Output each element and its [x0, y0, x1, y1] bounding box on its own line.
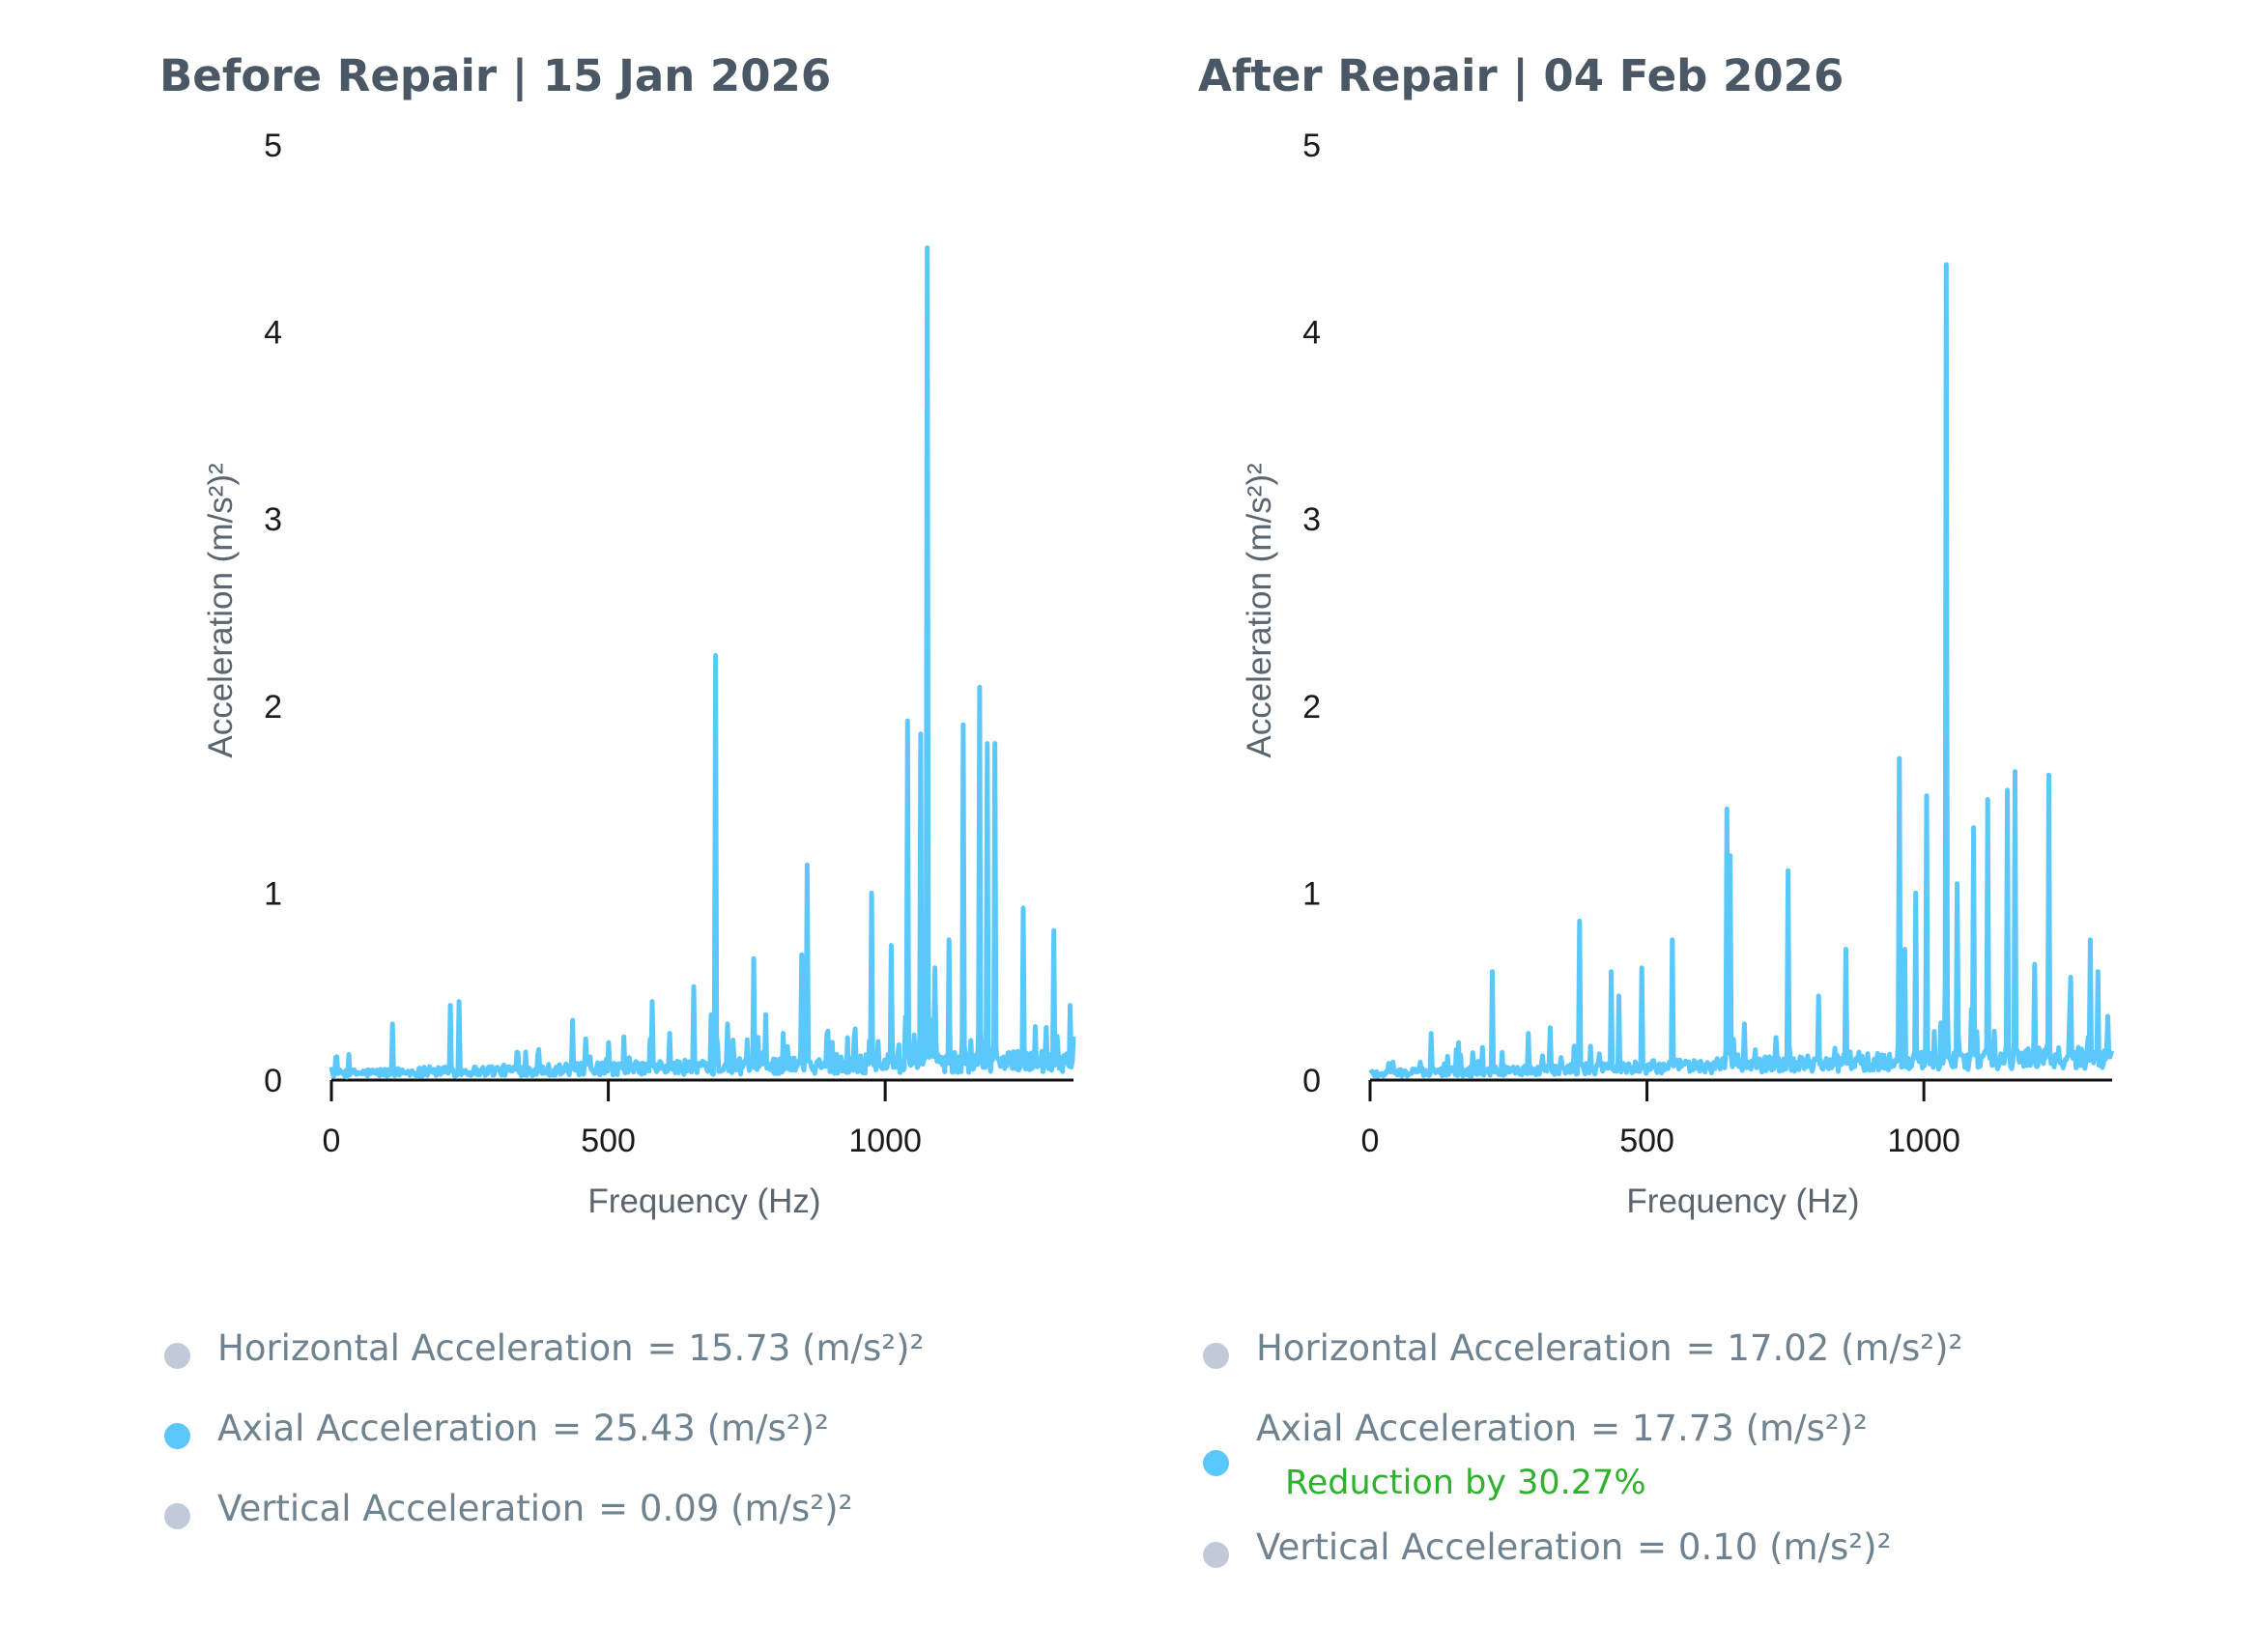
x-tick-label: 0 [323, 1123, 341, 1159]
legend-value: = 0.09 (m/s²)² [598, 1488, 853, 1529]
after-chart: 0 1 2 3 4 5 0 500 1000 Frequency (Hz) Acceleration… [1241, 128, 2115, 1220]
axial-dot-icon [1203, 1450, 1229, 1476]
before-chart: 0 1 2 3 4 5 0 500 1000 Frequency (Hz) Acceleration… [202, 128, 1076, 1220]
horizontal-dot-icon [164, 1343, 190, 1369]
vertical-dot-icon [1203, 1542, 1229, 1568]
y-tick-label: 4 [1302, 315, 1321, 352]
legend-value: = 25.43 (m/s²)² [552, 1408, 829, 1449]
y-tick-label: 4 [264, 315, 282, 352]
legend-label: Horizontal Acceleration [217, 1327, 634, 1369]
vertical-dot-icon [164, 1503, 190, 1529]
y-tick-label: 2 [264, 689, 282, 726]
before-chart-title: Before Repair | 15 Jan 2026 [159, 50, 832, 101]
x-tick-label: 0 [1361, 1123, 1380, 1159]
axial-series-line [1368, 262, 2115, 1079]
x-tick-label: 500 [581, 1123, 636, 1159]
x-axis-title: Frequency (Hz) [587, 1182, 820, 1220]
x-tick-label: 1000 [848, 1123, 922, 1159]
y-axis-title: Acceleration (m/s²)² [202, 463, 240, 757]
y-tick-label: 5 [1302, 128, 1321, 164]
y-tick-label: 0 [1302, 1063, 1321, 1099]
legend-value: = 0.10 (m/s²)² [1637, 1526, 1892, 1568]
y-tick-label: 3 [264, 501, 282, 538]
reduction-note: Reduction by 30.27% [1285, 1464, 1646, 1502]
x-tick-label: 500 [1619, 1123, 1674, 1159]
legend-label: Horizontal Acceleration [1256, 1327, 1673, 1369]
axial-dot-icon [164, 1423, 190, 1449]
y-axis-title: Acceleration (m/s²)² [1241, 463, 1278, 757]
x-tick-label: 1000 [1887, 1123, 1960, 1159]
y-tick-label: 1 [264, 875, 282, 912]
before-panel: Before Repair | 15 Jan 2026 0 1 2 3 4 5 0 500 10… [159, 50, 1076, 1529]
y-tick-label: 1 [1302, 875, 1321, 912]
legend-value: = 15.73 (m/s²)² [646, 1327, 925, 1369]
axial-series-line [329, 245, 1076, 1080]
legend-label: Axial Acceleration [1256, 1408, 1578, 1449]
legend-label: Axial Acceleration [217, 1408, 539, 1449]
legend-label: Vertical Acceleration [1256, 1526, 1624, 1568]
y-tick-label: 3 [1302, 501, 1321, 538]
legend-value: = 17.73 (m/s²)² [1590, 1408, 1868, 1449]
y-tick-label: 5 [264, 128, 282, 164]
y-tick-label: 0 [264, 1063, 282, 1099]
legend-value: = 17.02 (m/s²)² [1685, 1327, 1963, 1369]
x-axis-title: Frequency (Hz) [1626, 1182, 1859, 1220]
horizontal-dot-icon [1203, 1343, 1229, 1369]
after-chart-title: After Repair | 04 Feb 2026 [1198, 50, 1844, 101]
legend-label: Vertical Acceleration [217, 1488, 586, 1529]
after-panel: After Repair | 04 Feb 2026 0 1 2 3 4 5 0 500 100… [1039, 0, 2168, 1652]
y-tick-label: 2 [1302, 689, 1321, 726]
